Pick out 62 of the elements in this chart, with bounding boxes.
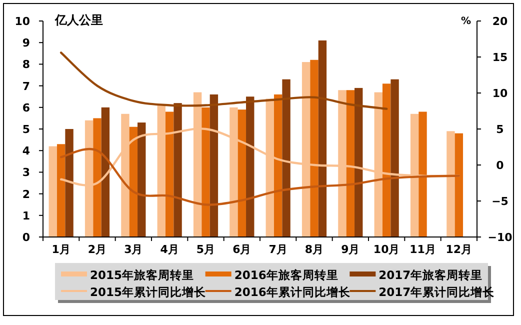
- bar: [418, 112, 427, 237]
- y-tick-label: 0: [22, 231, 30, 244]
- x-tick-label: 5月: [196, 243, 216, 256]
- x-tick-label: 12月: [446, 243, 472, 256]
- bar: [454, 133, 464, 237]
- legend-label: 2017年旅客周转里: [378, 268, 483, 282]
- y-tick-label: 8: [22, 58, 30, 72]
- legend-label: 2016年旅客周转里: [234, 268, 338, 282]
- x-tick-label: 9月: [341, 243, 360, 256]
- y2-tick-label: −10: [488, 231, 513, 244]
- y2-tick-label: 5: [496, 123, 504, 136]
- bar: [274, 94, 282, 237]
- x-tick-label: 1月: [52, 243, 70, 256]
- x-tick-label: 11月: [410, 243, 436, 256]
- x-tick-label: 4月: [160, 243, 179, 256]
- bar: [101, 107, 110, 237]
- y-axis-title: 亿人公里: [54, 13, 103, 27]
- legend-label: 2016年累计同比增长: [234, 285, 352, 299]
- bar: [48, 146, 57, 237]
- bar: [93, 118, 102, 237]
- bar: [174, 103, 182, 237]
- y-tick-label: 4: [22, 144, 30, 158]
- bar: [238, 110, 246, 237]
- bar: [354, 88, 363, 237]
- y-tick-label: 7: [22, 80, 30, 93]
- bar: [282, 79, 290, 237]
- bar: [390, 79, 399, 237]
- y2-tick-label: 0: [496, 159, 504, 172]
- legend-label: 2017年累计同比增长: [378, 285, 496, 299]
- y-tick-label: 1: [22, 209, 30, 222]
- y-tick-label: 10: [14, 15, 30, 28]
- bar: [138, 122, 146, 237]
- bar: [165, 112, 174, 237]
- bar: [210, 94, 218, 237]
- y-tick-label: 6: [22, 101, 30, 114]
- bar: [202, 107, 210, 237]
- bar: [129, 126, 138, 237]
- y2-tick-label: 20: [492, 15, 508, 28]
- bar: [65, 129, 74, 237]
- x-tick-label: 7月: [268, 243, 288, 256]
- y2-tick-label: 15: [492, 51, 508, 64]
- y-tick-label: 5: [22, 123, 30, 136]
- y2-axis-title: %: [460, 16, 471, 27]
- y-tick-label: 3: [22, 166, 30, 180]
- bar: [346, 90, 355, 237]
- y-tick-label: 2: [22, 188, 30, 201]
- x-tick-label: 3月: [124, 243, 143, 256]
- legend-label: 2015年旅客周转里: [90, 268, 194, 282]
- y2-tick-label: 10: [492, 87, 508, 100]
- bar: [56, 144, 66, 237]
- legend-label: 2015年累计同比增长: [90, 285, 208, 299]
- x-tick-label: 6月: [232, 243, 252, 256]
- y-tick-label: 9: [22, 36, 30, 50]
- x-tick-label: 10月: [373, 243, 400, 256]
- line-series: [60, 52, 388, 110]
- bar: [382, 84, 391, 237]
- x-tick-label: 8月: [304, 243, 324, 256]
- y2-tick-label: −5: [492, 195, 508, 208]
- x-tick-label: 2月: [88, 243, 107, 256]
- bar: [310, 60, 318, 237]
- bar: [318, 40, 327, 237]
- bar: [246, 96, 254, 237]
